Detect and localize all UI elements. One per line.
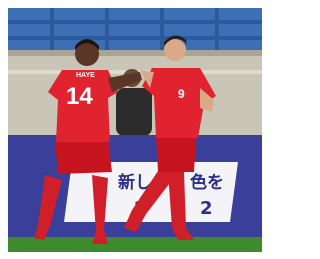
banner-text: 2 [200, 198, 213, 219]
jersey-number: 9 [178, 87, 185, 101]
railing [8, 50, 262, 56]
photo: 新し 色を 2 2 HAYE 14 9 [0, 0, 268, 259]
jersey-number: 14 [66, 83, 93, 110]
grass [8, 237, 262, 252]
banner-text: 色を [190, 172, 224, 193]
bg-person-body [116, 88, 152, 136]
page: {"photo": {"jersey_name": "HAYE", "jerse… [0, 0, 268, 259]
scene: 新し 色を 2 2 HAYE 14 9 [8, 8, 262, 252]
jersey-name: HAYE [76, 72, 95, 79]
seats [8, 8, 262, 50]
